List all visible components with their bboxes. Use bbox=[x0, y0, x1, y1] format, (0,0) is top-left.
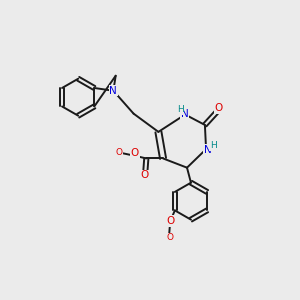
Text: O: O bbox=[167, 216, 175, 226]
Text: O: O bbox=[141, 170, 149, 180]
Text: N: N bbox=[110, 86, 117, 96]
Text: H: H bbox=[177, 105, 183, 114]
Text: H: H bbox=[210, 142, 216, 151]
Text: N: N bbox=[181, 109, 188, 119]
Text: O: O bbox=[131, 148, 139, 158]
Text: O: O bbox=[116, 148, 122, 157]
Text: N: N bbox=[204, 145, 212, 155]
Text: O: O bbox=[167, 233, 174, 242]
Text: O: O bbox=[214, 103, 223, 113]
